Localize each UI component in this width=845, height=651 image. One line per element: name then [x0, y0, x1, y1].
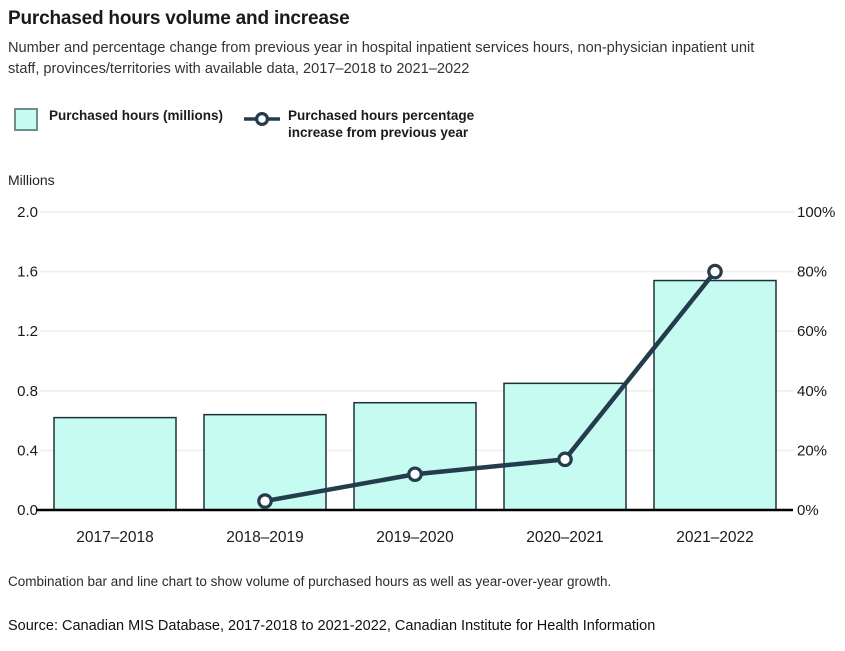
right-axis-tick-label: 100% [797, 204, 835, 221]
right-axis-tick-label: 0% [797, 502, 819, 519]
right-axis-tick-label: 20% [797, 442, 827, 459]
line-point-2021-2022 [707, 263, 723, 280]
bar-2021-2022 [653, 279, 777, 511]
bar-2019-2020 [353, 401, 477, 511]
chart-title: Purchased hours volume and increase [8, 8, 350, 29]
left-axis-tick-label: 1.2 [17, 323, 38, 340]
left-axis-tick-label: 0.8 [17, 383, 38, 400]
line-point-2020-2021 [557, 451, 573, 468]
left-axis-tick-label: 1.6 [17, 264, 38, 281]
chart-subtitle: Number and percentage change from previo… [8, 40, 755, 78]
right-axis-tick-label: 60% [797, 323, 827, 340]
right-axis-tick-label: 40% [797, 383, 827, 400]
left-axis-tick-label: 0.0 [17, 502, 38, 519]
percentage-increase-line [262, 269, 718, 504]
x-axis-category-label: 2018–2019 [226, 529, 304, 546]
bar-2018-2019 [203, 413, 327, 511]
x-axis-category-label: 2017–2018 [76, 529, 154, 546]
bar-2020-2021 [503, 382, 627, 511]
right-axis-tick-label: 80% [797, 264, 827, 281]
bar-swatch-icon [14, 108, 38, 131]
legend-item-percentage-increase: Purchased hours percentage increase from… [243, 108, 496, 142]
left-axis-tick-label: 2.0 [17, 204, 38, 221]
left-axis-tick-label: 0.4 [17, 442, 38, 459]
legend-item-purchased-hours: Purchased hours (millions) [14, 108, 223, 131]
line-point-2019-2020 [407, 466, 423, 483]
x-axis-category-label: 2020–2021 [526, 529, 604, 546]
x-axis-category-label: 2021–2022 [676, 529, 754, 546]
bar-2017-2018 [53, 416, 177, 511]
legend-line-label: Purchased hours percentage increase from… [288, 108, 475, 140]
legend-bar-label: Purchased hours (millions) [49, 108, 224, 123]
left-axis-unit-label: Millions [8, 172, 55, 188]
legend: Purchased hours (millions) Purchased hou… [14, 108, 496, 142]
x-axis-category-label: 2019–2020 [376, 529, 454, 546]
chart-caption: Combination bar and line chart to show v… [8, 574, 612, 589]
line-point-2018-2019 [257, 493, 273, 509]
source-note: Source: Canadian MIS Database, 2017-2018… [8, 618, 656, 634]
line-marker-icon [244, 111, 281, 127]
